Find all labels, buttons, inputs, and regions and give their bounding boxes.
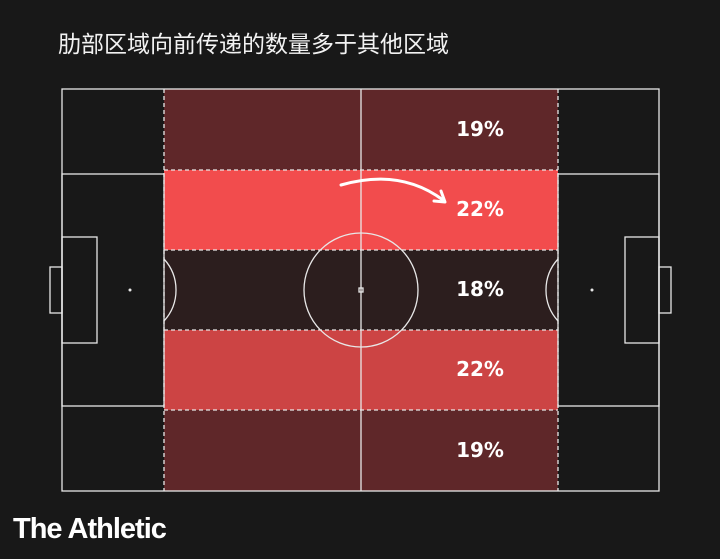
left-goal: [49, 266, 63, 314]
center-spot: [358, 287, 364, 293]
left-penalty-arc: [163, 258, 177, 322]
right-goal: [658, 266, 672, 314]
zone-dividers: [163, 89, 559, 491]
right-penalty-box: [557, 173, 660, 407]
right-goal-area: [624, 236, 660, 344]
zone-percentage: 22%: [456, 197, 504, 221]
right-penalty-spot: [590, 288, 594, 292]
zone-percentage: 19%: [456, 116, 504, 141]
left-goal-area: [61, 236, 98, 344]
zone-percentage: 19%: [456, 437, 504, 462]
curved-arrow-icon: [339, 177, 447, 204]
left-penalty-spot: [128, 288, 132, 292]
zone-percentage: 18%: [456, 277, 504, 301]
zone-percentage: 22%: [456, 357, 504, 381]
center-circle: [303, 232, 419, 348]
pitch-markings: [49, 88, 672, 492]
the-athletic-logo: The Athletic: [13, 513, 167, 545]
left-penalty-box: [61, 173, 165, 407]
right-penalty-arc: [545, 258, 559, 322]
headline: 肋部区域向前传递的数量多于其他区域: [58, 32, 449, 58]
